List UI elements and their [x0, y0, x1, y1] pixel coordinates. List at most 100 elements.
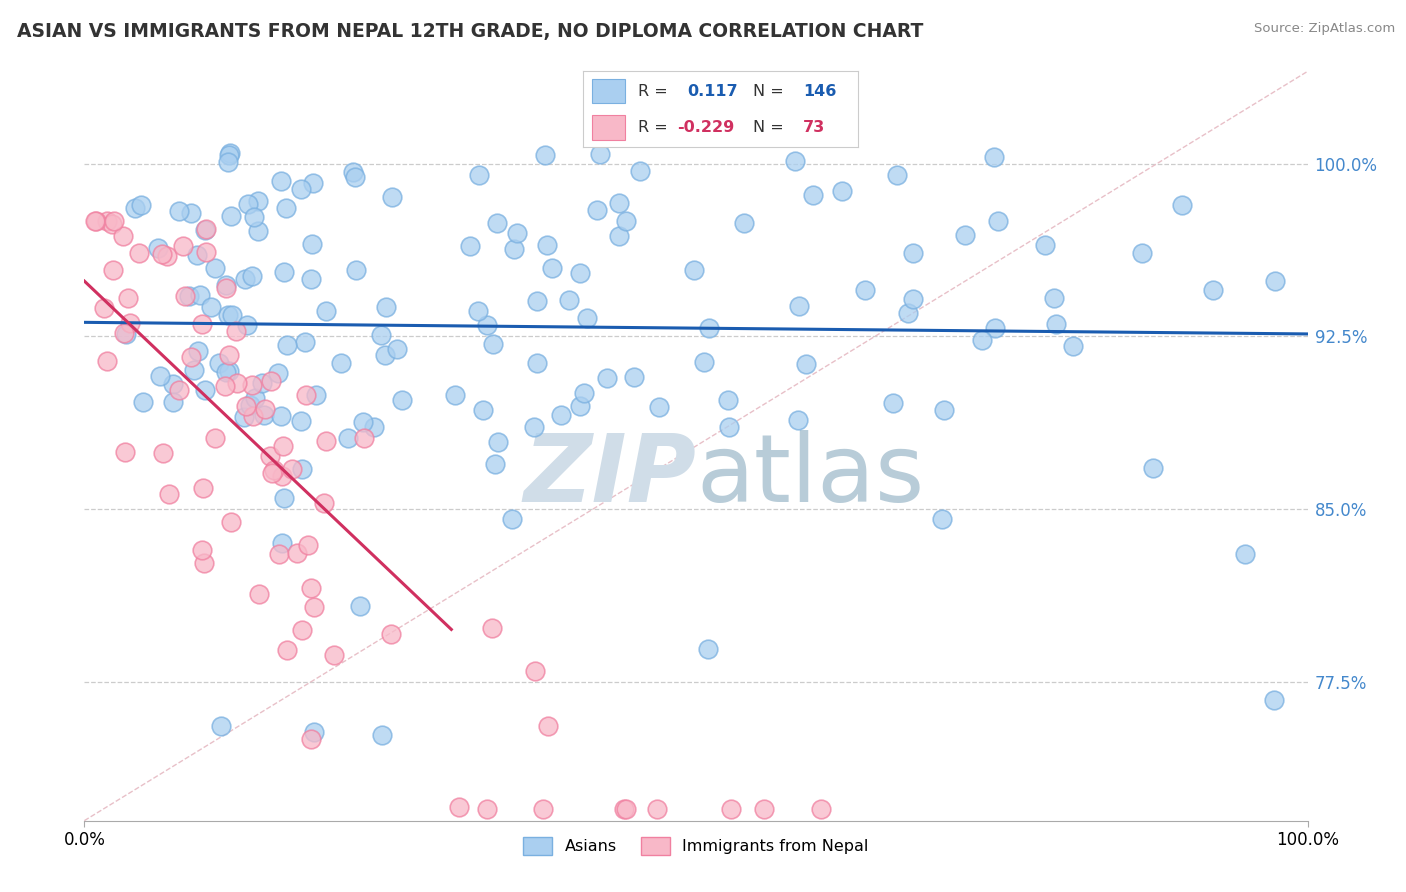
Point — [291, 624, 314, 638]
Point — [315, 434, 337, 449]
Point — [607, 229, 630, 244]
Point — [271, 439, 294, 453]
Point — [117, 291, 139, 305]
Point — [187, 343, 209, 358]
Text: 73: 73 — [803, 120, 825, 135]
Point — [218, 348, 240, 362]
Point — [200, 300, 222, 314]
Point — [648, 400, 671, 414]
Point — [645, 802, 668, 816]
Text: R =: R = — [638, 120, 668, 135]
Point — [486, 434, 509, 449]
Point — [156, 249, 179, 263]
Text: N =: N = — [754, 120, 785, 135]
Point — [124, 201, 146, 215]
Point — [299, 582, 322, 596]
Point — [233, 409, 256, 424]
Point — [475, 318, 498, 333]
Point — [558, 293, 581, 308]
Point — [301, 176, 323, 190]
Point — [381, 189, 404, 203]
Legend: Asians, Immigrants from Nepal: Asians, Immigrants from Nepal — [517, 830, 875, 862]
Point — [972, 333, 994, 347]
Point — [214, 379, 236, 393]
Point — [523, 419, 546, 434]
Point — [290, 414, 312, 428]
Point — [152, 446, 174, 460]
Point — [221, 308, 243, 322]
Point — [1263, 693, 1285, 707]
Point — [787, 299, 810, 313]
Point — [114, 327, 136, 342]
Point — [336, 431, 359, 445]
Point — [374, 348, 396, 362]
Point — [526, 293, 548, 308]
Point — [253, 409, 276, 423]
Point — [194, 244, 217, 259]
Point — [276, 338, 298, 352]
Point — [157, 487, 180, 501]
Point — [294, 334, 316, 349]
Point — [179, 288, 201, 302]
Point — [263, 463, 285, 477]
Point — [717, 420, 740, 434]
Point — [218, 364, 240, 378]
Point — [239, 398, 262, 412]
Bar — [592, 79, 624, 103]
Point — [385, 343, 408, 357]
Point — [269, 547, 291, 561]
Point — [169, 383, 191, 397]
Point — [183, 362, 205, 376]
Point — [586, 202, 609, 217]
Point — [1045, 317, 1067, 331]
Point — [128, 245, 150, 260]
Point — [903, 245, 925, 260]
Point — [290, 182, 312, 196]
Point — [458, 239, 481, 253]
Point — [447, 800, 470, 814]
Point — [568, 399, 591, 413]
Point — [243, 391, 266, 405]
Text: N =: N = — [754, 84, 785, 99]
Point — [534, 148, 557, 162]
Point — [276, 201, 298, 215]
Point — [299, 271, 322, 285]
Point — [931, 511, 953, 525]
Point — [242, 269, 264, 284]
Point — [628, 164, 651, 178]
Text: 0.117: 0.117 — [688, 84, 738, 99]
Point — [209, 719, 232, 733]
Point — [987, 214, 1010, 228]
Point — [1142, 461, 1164, 475]
Point — [250, 376, 273, 390]
Point — [524, 665, 547, 679]
Point — [305, 388, 328, 402]
Point — [247, 224, 270, 238]
Point — [236, 197, 259, 211]
Point — [219, 209, 242, 223]
Point — [537, 719, 560, 733]
Text: 146: 146 — [803, 84, 837, 99]
Point — [172, 239, 194, 253]
Point — [273, 491, 295, 505]
Point — [281, 462, 304, 476]
Point — [247, 194, 270, 209]
Point — [270, 536, 292, 550]
Point — [572, 386, 595, 401]
Bar — [592, 115, 624, 140]
Point — [370, 728, 392, 742]
Point — [193, 556, 215, 570]
Point — [353, 431, 375, 445]
Point — [204, 260, 226, 275]
Point — [149, 368, 172, 383]
Point — [897, 306, 920, 320]
Point — [468, 168, 491, 182]
Point — [302, 724, 325, 739]
Point — [194, 223, 217, 237]
Point — [169, 203, 191, 218]
Point — [233, 272, 256, 286]
Point — [550, 408, 572, 422]
Point — [882, 396, 904, 410]
Point — [208, 356, 231, 370]
Point — [1170, 198, 1192, 212]
